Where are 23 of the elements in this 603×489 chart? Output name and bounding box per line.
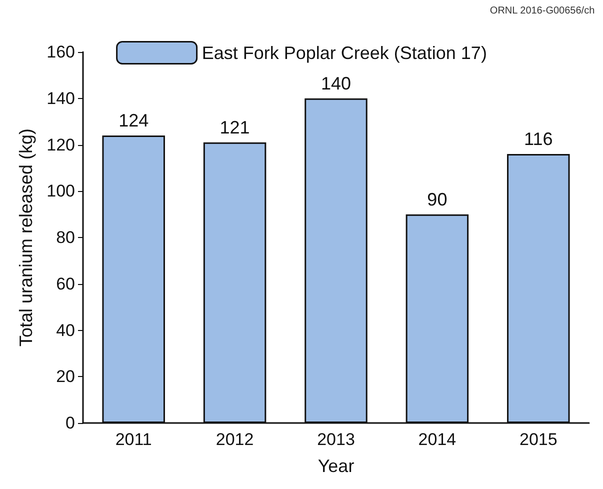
x-tick-label: 2012	[216, 430, 254, 449]
data-label: 124	[118, 110, 149, 130]
data-label: 121	[220, 117, 250, 138]
y-tick-label: 60	[56, 274, 75, 294]
legend-label: East Fork Poplar Creek (Station 17)	[202, 42, 487, 63]
y-tick-label: 120	[46, 135, 75, 154]
data-label: 140	[320, 73, 352, 94]
y-axis-title: Total uranium released (kg)	[16, 128, 36, 347]
data-label: 90	[427, 189, 448, 210]
y-tick-label: 40	[56, 320, 75, 340]
x-tick-label: 2014	[418, 430, 456, 449]
x-tick-label: 2011	[115, 430, 152, 449]
text: ORNL 2016-G00656/ch	[490, 6, 595, 16]
y-tick-label: 20	[56, 367, 75, 386]
y-tick-label: 80	[56, 228, 75, 247]
x-axis-title: Year	[318, 456, 354, 476]
y-tick-label: 0	[66, 414, 75, 432]
y-tick-label: 160	[46, 42, 75, 62]
x-tick-label: 2013	[317, 430, 355, 449]
y-tick-label: 140	[46, 88, 75, 108]
x-tick-label: 2015	[519, 430, 558, 449]
data-label: 116	[524, 129, 553, 150]
y-tick-label: 100	[46, 182, 75, 201]
